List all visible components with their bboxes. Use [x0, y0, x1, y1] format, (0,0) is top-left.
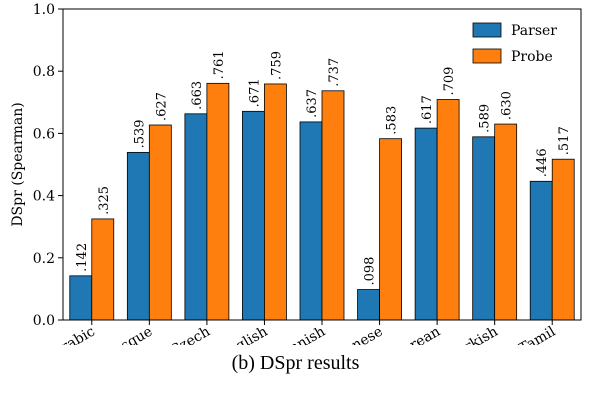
bar-parser-finnish [299, 121, 323, 321]
y-tick-label: 1.0 [33, 2, 55, 18]
data-label-parser-korean: .617 [420, 95, 435, 124]
y-axis-label: DSpr (Spearman) [10, 102, 26, 226]
x-tick-label-basque: Basque [102, 324, 155, 345]
x-tick-label-arabic: Arabic [49, 324, 98, 345]
x-tick-label-english: English [216, 324, 270, 345]
data-label-parser-finnish: .637 [305, 89, 320, 118]
data-label-probe-finnish: .737 [327, 58, 342, 87]
y-tick-label: 0.8 [33, 64, 55, 80]
bar-parser-czech [184, 113, 208, 321]
data-label-probe-japanese: .583 [385, 106, 400, 135]
legend-label-parser: Parser [511, 23, 557, 39]
bar-parser-basque [126, 151, 150, 321]
data-label-parser-english: .671 [247, 78, 262, 107]
bar-probe-tamil [551, 158, 575, 321]
data-label-parser-czech: .663 [190, 81, 205, 110]
bar-probe-basque [148, 124, 172, 321]
data-label-parser-basque: .539 [132, 119, 147, 148]
y-tick-label: 0.6 [33, 126, 55, 142]
bar-probe-turkish [494, 123, 518, 321]
bar-parser-japanese [357, 289, 380, 321]
x-tick-label-finnish: Finnish [274, 324, 328, 345]
x-tick-label-tamil: Tamil [517, 323, 559, 345]
bar-probe-korean [436, 99, 460, 321]
data-label-probe-turkish: .630 [500, 91, 515, 120]
data-label-probe-english: .759 [269, 51, 284, 80]
data-label-probe-basque: .627 [154, 92, 169, 121]
bar-labels-layer: .142 .325 .539 .627 .663 .761 .671 .759 .637 .737… [75, 50, 572, 285]
data-label-parser-tamil: .446 [535, 148, 550, 177]
y-tick-label: 0.4 [33, 189, 55, 205]
bar-probe-english [264, 83, 287, 321]
legend-swatch-parser [472, 22, 502, 38]
x-tick-label-turkish: Turkish [446, 324, 501, 345]
figure-caption: (b) DSpr results [231, 352, 360, 374]
data-label-parser-turkish: .589 [478, 104, 493, 133]
legend: Parser Probe [472, 22, 557, 65]
bar-parser-tamil [529, 180, 553, 321]
bar-parser-korean [414, 127, 438, 321]
dspr-bar-chart: .142 .325 .539 .627 .663 .761 .671 .759 .637 .737… [10, 2, 582, 345]
x-tick-label-japanese: Japanese [320, 324, 385, 345]
y-tick-label: 0.0 [33, 313, 55, 329]
x-tick-label-korean: Korean [391, 324, 443, 345]
bar-probe-finnish [321, 90, 345, 321]
data-label-probe-korean: .709 [442, 67, 457, 96]
bar-probe-czech [206, 82, 230, 321]
data-label-parser-japanese: .098 [363, 257, 378, 286]
data-label-probe-tamil: .517 [557, 126, 572, 155]
x-tick-label-czech: Czech [167, 324, 212, 345]
data-label-probe-czech: .761 [212, 50, 227, 79]
data-label-parser-arabic: .142 [75, 243, 90, 272]
bar-probe-japanese [379, 138, 402, 321]
bars-layer [69, 82, 575, 321]
data-label-probe-arabic: .325 [97, 186, 112, 215]
bar-parser-turkish [472, 136, 496, 321]
legend-label-probe: Probe [511, 49, 553, 65]
bar-probe-arabic [91, 218, 115, 321]
y-tick-label: 0.2 [33, 251, 55, 267]
legend-swatch-probe [472, 48, 502, 64]
bar-parser-english [242, 110, 265, 321]
y-axis: 0.0 0.2 0.4 0.6 0.8 1.0 [33, 2, 63, 329]
bar-parser-arabic [69, 275, 93, 321]
